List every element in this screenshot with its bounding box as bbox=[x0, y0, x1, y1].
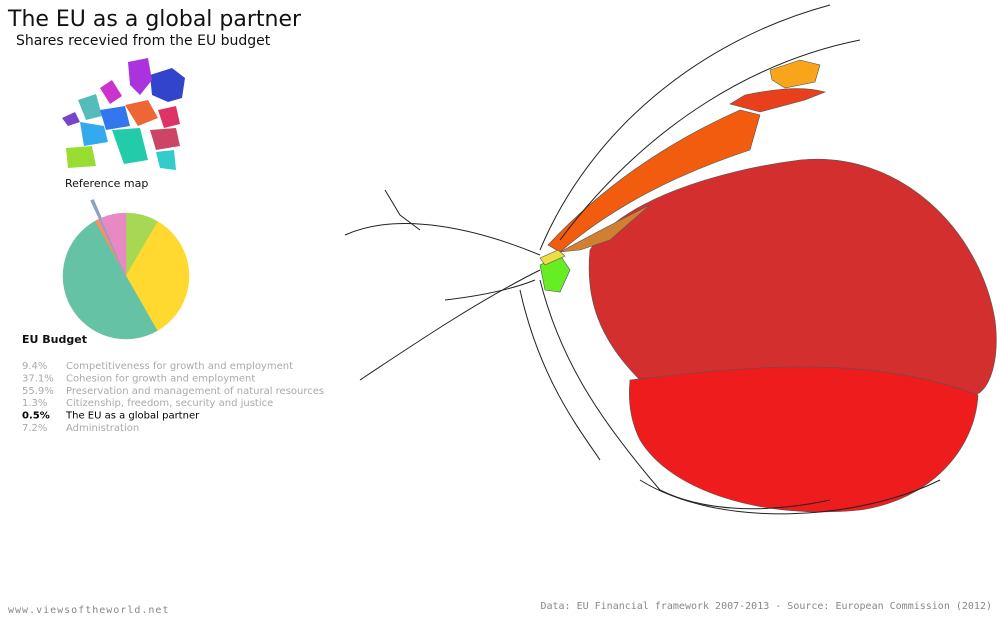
pie-slice bbox=[100, 212, 127, 277]
legend-label: Competitiveness for growth and employmen… bbox=[66, 361, 293, 372]
cartogram-outlines bbox=[344, 4, 941, 515]
reference-map: Reference map bbox=[62, 58, 185, 190]
legend: 9.4% Competitiveness for growth and emplo… bbox=[22, 361, 324, 434]
title: The EU as a global partner bbox=[7, 7, 302, 32]
reference-map-label: Reference map bbox=[65, 177, 148, 190]
subtitle: Shares recevied from the EU budget bbox=[16, 33, 271, 49]
legend-value: 37.1% bbox=[22, 373, 54, 384]
legend-value: 0.5% bbox=[22, 411, 50, 422]
legend-label: The EU as a global partner bbox=[65, 411, 200, 422]
cartogram bbox=[539, 59, 997, 513]
legend-label: Administration bbox=[66, 423, 139, 434]
legend-value: 9.4% bbox=[22, 361, 47, 372]
pie-chart bbox=[62, 199, 190, 340]
legend-label: Citizenship, freedom, security and justi… bbox=[66, 398, 273, 409]
pie-slice bbox=[90, 199, 126, 273]
legend-label: Preservation and management of natural r… bbox=[66, 386, 324, 397]
legend-label: Cohesion for growth and employment bbox=[66, 373, 255, 384]
legend-value: 55.9% bbox=[22, 386, 54, 397]
legend-value: 1.3% bbox=[22, 398, 47, 409]
pie-title: EU Budget bbox=[22, 333, 87, 346]
pie-slice bbox=[62, 220, 158, 340]
website: www.viewsoftheworld.net bbox=[8, 605, 169, 616]
legend-value: 7.2% bbox=[22, 423, 47, 434]
source: Data: EU Financial framework 2007-2013 -… bbox=[540, 601, 992, 612]
